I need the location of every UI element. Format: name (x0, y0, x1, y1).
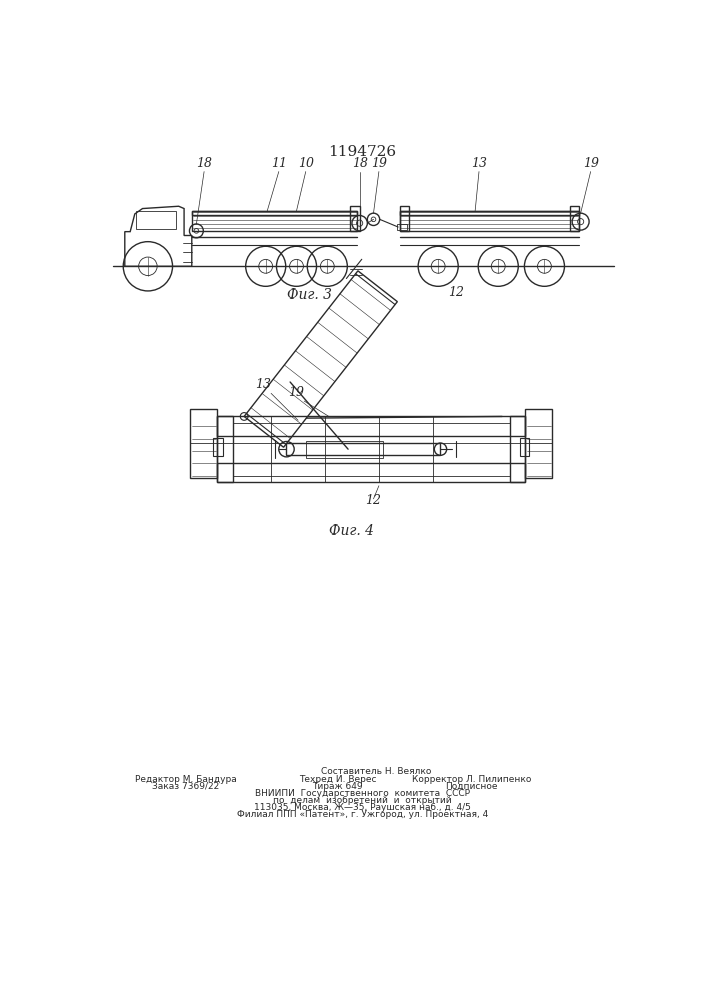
Text: 113035, Москва, Ж—35, Раушская наб., д. 4/5: 113035, Москва, Ж—35, Раушская наб., д. … (254, 803, 471, 812)
Text: 12: 12 (366, 494, 382, 507)
Text: Техред И. Верес: Техред И. Верес (299, 775, 377, 784)
Bar (217, 416, 525, 436)
Text: 18: 18 (196, 157, 212, 170)
Text: 13: 13 (255, 378, 271, 391)
Bar (351, 206, 360, 231)
Bar (397, 224, 407, 230)
Text: 19: 19 (371, 157, 387, 170)
Text: ВНИИПИ  Государственного  комитета  СССР: ВНИИПИ Государственного комитета СССР (255, 789, 470, 798)
Bar (399, 211, 579, 231)
Text: Редактор М. Бандура: Редактор М. Бандура (134, 775, 236, 784)
Text: 19: 19 (583, 157, 599, 170)
Bar (190, 409, 217, 478)
Bar (305, 441, 382, 458)
Text: 19: 19 (288, 386, 305, 399)
Text: Тираж 649: Тираж 649 (312, 782, 363, 791)
Text: 12: 12 (448, 286, 464, 299)
Bar (217, 416, 233, 482)
Text: Фиг. 3: Фиг. 3 (287, 288, 332, 302)
Bar (214, 438, 223, 456)
Text: 11: 11 (271, 157, 287, 170)
Text: по  делам  изобретений  и  открытий: по делам изобретений и открытий (273, 796, 452, 805)
Text: 1194726: 1194726 (328, 145, 396, 159)
Text: 13: 13 (471, 157, 487, 170)
Text: 18: 18 (351, 157, 368, 170)
Bar (399, 211, 579, 215)
Text: 10: 10 (298, 157, 314, 170)
Bar (192, 211, 357, 215)
Bar (520, 438, 529, 456)
Bar (510, 416, 525, 482)
Text: Фиг. 4: Фиг. 4 (329, 524, 375, 538)
Text: Корректор Л. Пилипенко: Корректор Л. Пилипенко (411, 775, 531, 784)
Bar (525, 409, 552, 478)
Bar (192, 211, 357, 231)
Text: Филиал ППП «Патент», г. Ужгород, ул. Проектная, 4: Филиал ППП «Патент», г. Ужгород, ул. Про… (237, 810, 488, 819)
Text: Подписное: Подписное (445, 782, 498, 791)
Text: Составитель Н. Веялко: Составитель Н. Веялко (321, 767, 431, 776)
Bar (217, 463, 525, 482)
Bar (136, 211, 176, 229)
Text: Заказ 7369/22: Заказ 7369/22 (152, 782, 219, 791)
Bar (570, 206, 579, 231)
Bar (286, 443, 440, 455)
Bar (399, 206, 409, 231)
